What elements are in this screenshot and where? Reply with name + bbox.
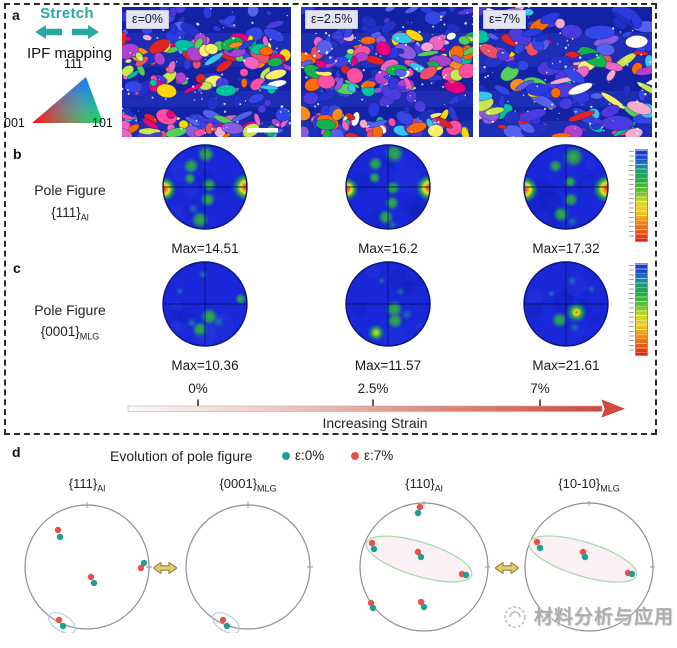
stereogram-2 — [359, 501, 490, 632]
watermark-logo-icon — [504, 605, 526, 628]
pole-figure-heatmap — [162, 144, 248, 230]
pole-figure-title-c: Pole Figure — [34, 302, 106, 318]
panel-b-label: b — [13, 146, 22, 162]
pole-figure-heatmap — [523, 261, 609, 347]
panel-d-label: d — [12, 444, 21, 460]
stereo-phase-label-3: {10-10}MLG — [558, 476, 620, 494]
stretch-label: Stretch — [40, 5, 94, 22]
ipf-corner-111: 111 — [64, 57, 84, 71]
ebsd-map-2: ε=7% — [479, 7, 652, 137]
evolution-title: Evolution of pole figure — [110, 448, 253, 464]
phase-label-b: {111}Al — [51, 205, 89, 223]
pole-figure-b-2: Max=17.32 — [523, 144, 609, 256]
strain-label: ε=0% — [126, 10, 169, 29]
ebsd-map-0: ε=0% — [122, 7, 291, 137]
strain-tick-1: 2.5% — [357, 381, 389, 396]
pole-figure-heatmap — [162, 261, 248, 347]
phase-label-c: {0001}MLG — [40, 324, 100, 342]
max-label: Max=16.2 — [358, 241, 418, 256]
pole-figure-heatmap — [523, 144, 609, 230]
pole-figure-b-1: Max=16.2 — [345, 144, 431, 256]
panel-abc-border — [4, 3, 657, 435]
watermark-text: 材料分析与应用 — [534, 607, 675, 628]
pole-figure-title-b: Pole Figure — [34, 182, 106, 198]
strain-label: ε=2.5% — [305, 10, 359, 29]
pole-figure-c-1: Max=11.57 — [345, 261, 431, 373]
watermark: 材料分析与应用 — [502, 602, 674, 629]
colorbar-gradient — [635, 263, 648, 356]
panel-c-label: c — [13, 260, 21, 276]
colorbar-tick-marks — [629, 151, 634, 239]
legend-dot-teal-icon — [282, 451, 290, 460]
pole-figure-heatmap — [345, 144, 431, 230]
pole-figure-heatmap — [345, 261, 431, 347]
max-label: Max=21.61 — [532, 358, 600, 373]
stereo-phase-label-2: {110}Al — [405, 476, 443, 494]
legend-dot-red-icon — [351, 451, 359, 460]
increasing-strain-label: Increasing Strain — [322, 415, 428, 431]
transform-arrow-icon — [495, 562, 519, 574]
strain-label: ε=7% — [483, 10, 526, 29]
pole-figure-c-2: Max=21.61 — [523, 261, 609, 373]
max-label: Max=11.57 — [354, 358, 422, 373]
legend-item-e0: ε:0% — [282, 448, 324, 463]
stereogram-3 — [524, 501, 655, 632]
stereogram-0 — [24, 502, 152, 633]
panel-a-label: a — [12, 7, 20, 23]
ipf-corner-101: 101 — [92, 116, 113, 130]
ipf-color-triangle — [32, 77, 103, 123]
strain-axis-arrow — [127, 399, 625, 418]
ebsd-map-image — [122, 7, 291, 137]
legend-label: ε:7% — [364, 448, 394, 463]
colorbar-tick-marks — [629, 265, 634, 353]
stereo-phase-label-0: {111}Al — [68, 476, 106, 494]
colorbar-b — [629, 149, 648, 242]
ebsd-map-1: ε=2.5% — [301, 7, 473, 137]
max-label: Max=17.32 — [532, 241, 600, 256]
colorbar-gradient — [635, 149, 648, 242]
legend-label: ε:0% — [295, 448, 325, 463]
colorbar-c — [629, 263, 648, 356]
legend-item-e7: ε:7% — [351, 448, 393, 463]
ipf-mapping-label: IPF mapping — [27, 45, 113, 62]
pole-figure-c-0: Max=10.36 — [162, 261, 248, 373]
strain-tick-2: 7% — [530, 381, 550, 396]
stereo-phase-label-1: {0001}MLG — [219, 476, 277, 494]
transform-arrow-icon — [153, 562, 177, 574]
pole-figure-b-0: Max=14.51 — [162, 144, 248, 256]
strain-tick-0: 0% — [188, 381, 208, 396]
stereogram-1 — [185, 502, 313, 633]
max-label: Max=14.51 — [171, 241, 239, 256]
max-label: Max=10.36 — [171, 358, 239, 373]
ipf-corner-001: 001 — [4, 116, 25, 130]
stretch-arrows-icon — [35, 25, 99, 39]
